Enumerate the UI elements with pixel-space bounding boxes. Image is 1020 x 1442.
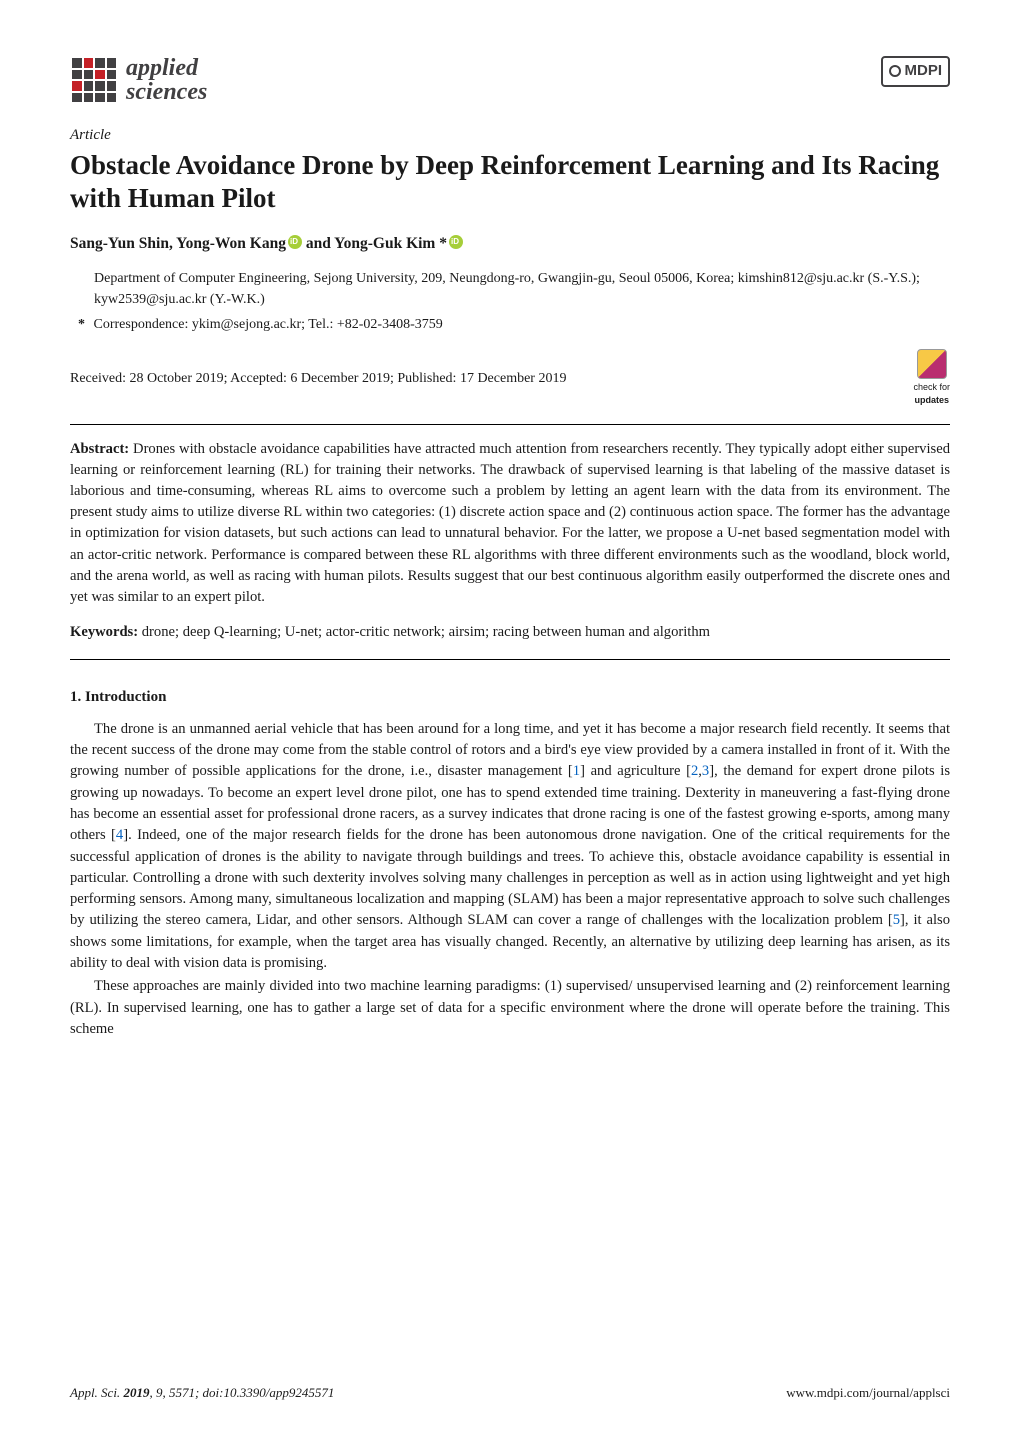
footer-row: Appl. Sci. 2019, 9, 5571; doi:10.3390/ap… [70, 1383, 950, 1403]
check-for-updates[interactable]: check for updates [913, 349, 950, 408]
publication-dates: Received: 28 October 2019; Accepted: 6 D… [70, 368, 566, 389]
body-paragraph-2: These approaches are mainly divided into… [70, 976, 950, 1040]
orcid-icon[interactable] [449, 235, 463, 249]
author-names-2: and Yong-Guk Kim * [302, 235, 447, 252]
publisher-badge-icon [889, 65, 901, 77]
journal-name-line1: applied [126, 56, 207, 80]
article-type: Article [70, 124, 950, 147]
journal-logo: applied sciences [70, 56, 207, 104]
section-heading-1: 1. Introduction [70, 686, 950, 709]
journal-name-line2: sciences [126, 80, 207, 104]
correspondence-text: Correspondence: ykim@sejong.ac.kr; Tel.:… [94, 317, 443, 332]
keywords-paragraph: Keywords: drone; deep Q-learning; U-net;… [70, 622, 950, 643]
check-updates-line2: updates [913, 394, 950, 408]
keywords-label: Keywords: [70, 624, 138, 640]
body-paragraph-1: The drone is an unmanned aerial vehicle … [70, 719, 950, 975]
footer-journal-ref: Appl. Sci. 2019, 9, 5571; doi:10.3390/ap… [70, 1385, 334, 1400]
journal-logo-icon [70, 56, 118, 104]
dates-row: Received: 28 October 2019; Accepted: 6 D… [70, 349, 950, 408]
header-row: applied sciences MDPI [70, 56, 950, 104]
correspondence: * Correspondence: ykim@sejong.ac.kr; Tel… [94, 314, 950, 335]
affiliation: Department of Computer Engineering, Sejo… [94, 269, 950, 310]
keywords-text: drone; deep Q-learning; U-net; actor-cri… [138, 624, 710, 640]
crossmark-icon [917, 349, 947, 379]
footer-url[interactable]: www.mdpi.com/journal/applsci [786, 1383, 950, 1403]
abstract-label: Abstract: [70, 441, 129, 457]
journal-logo-text: applied sciences [126, 56, 207, 104]
publisher-badge-text: MDPI [905, 60, 943, 83]
corresponding-star: * [78, 314, 90, 335]
abstract-block: Abstract: Drones with obstacle avoidance… [70, 424, 950, 660]
article-title: Obstacle Avoidance Drone by Deep Reinfor… [70, 149, 950, 217]
author-names-1: Sang-Yun Shin, Yong-Won Kang [70, 235, 286, 252]
orcid-icon[interactable] [288, 235, 302, 249]
citation-link-1[interactable]: 1 [573, 763, 580, 779]
body-text: ] and agriculture [ [580, 763, 691, 779]
publisher-badge: MDPI [881, 56, 951, 87]
check-updates-line1: check for [913, 381, 950, 395]
abstract-paragraph: Abstract: Drones with obstacle avoidance… [70, 439, 950, 608]
body-text: ]. Indeed, one of the major research fie… [70, 827, 950, 928]
footer-citation: Appl. Sci. 2019, 9, 5571; doi:10.3390/ap… [70, 1383, 334, 1403]
abstract-text: Drones with obstacle avoidance capabilit… [70, 441, 950, 605]
citation-link-5[interactable]: 5 [893, 912, 900, 928]
authors-line: Sang-Yun Shin, Yong-Won Kang and Yong-Gu… [70, 232, 950, 255]
